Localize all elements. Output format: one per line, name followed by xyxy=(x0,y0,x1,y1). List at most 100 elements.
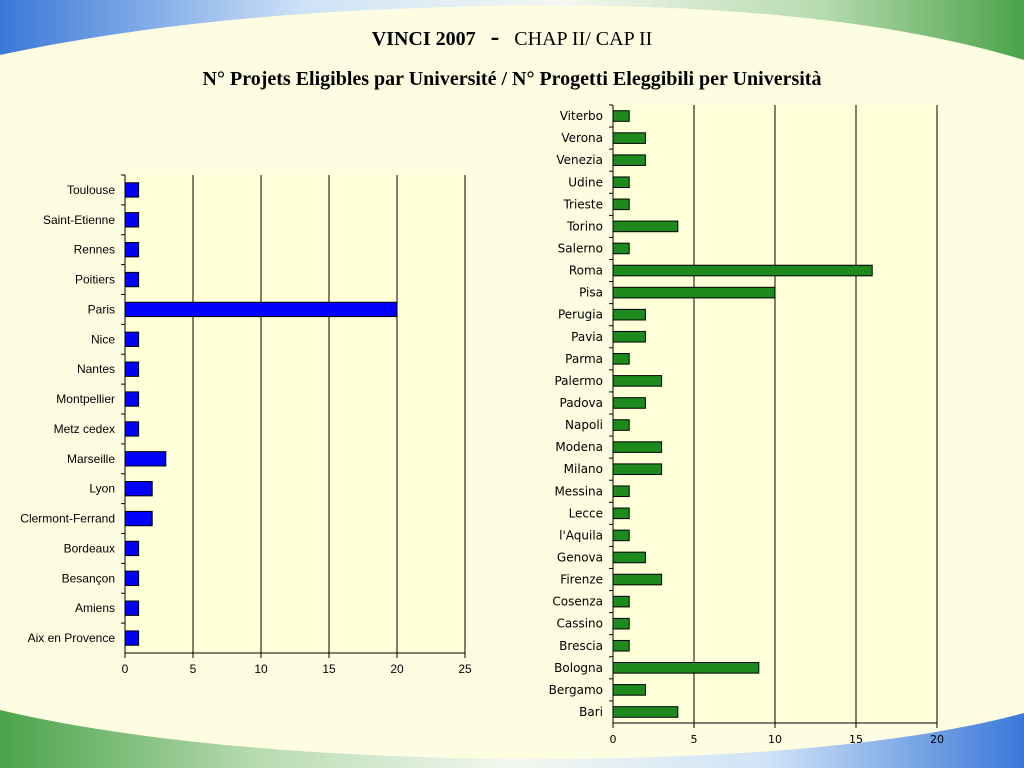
it-bar xyxy=(612,308,646,321)
it-category-label: Napoli xyxy=(565,418,603,432)
it-category-label: Perugia xyxy=(558,308,603,322)
page-title: VINCI 2007 - CHAP II/ CAP II xyxy=(0,22,1024,52)
fr-bar xyxy=(124,301,398,318)
it-category-label: Milano xyxy=(564,462,603,476)
fr-x-tick-label: 10 xyxy=(254,662,268,676)
it-bar xyxy=(612,507,630,520)
fr-plot-area xyxy=(125,175,465,653)
fr-category-label: Montpellier xyxy=(56,392,115,406)
it-category-label: Venezia xyxy=(556,153,603,167)
it-category-label: Cassino xyxy=(556,617,603,631)
fr-bar xyxy=(124,481,153,497)
it-category-label: Trieste xyxy=(562,197,603,211)
fr-bar xyxy=(124,182,140,198)
fr-x-tick-label: 5 xyxy=(190,662,197,676)
it-category-label: Padova xyxy=(560,396,603,410)
it-bar xyxy=(612,132,646,144)
it-category-label: Bergamo xyxy=(549,683,603,697)
it-bar xyxy=(612,706,679,718)
fr-category-label: Nice xyxy=(91,332,115,346)
it-bar xyxy=(612,176,630,189)
fr-bar xyxy=(124,212,140,228)
it-bar xyxy=(612,110,630,122)
france-bar-chart: 0 5 10 15 20 25 Toulouse Saint-Etienne Rennes Poi… xyxy=(20,174,472,676)
fr-category-label: Bordeaux xyxy=(64,541,115,555)
top-wave-decoration xyxy=(0,0,1024,60)
fr-bar xyxy=(124,361,140,377)
it-category-label: Messina xyxy=(554,484,603,498)
it-bar xyxy=(612,595,630,608)
it-bar xyxy=(612,286,776,299)
fr-category-label: Aix en Provence xyxy=(28,631,116,645)
it-bar xyxy=(612,684,646,696)
it-category-label: Brescia xyxy=(559,639,603,653)
it-bar xyxy=(612,220,679,233)
fr-bar xyxy=(124,510,153,527)
it-x-tick-label: 5 xyxy=(691,733,698,746)
it-category-label: Udine xyxy=(568,175,603,189)
fr-bar xyxy=(124,391,140,407)
it-bar xyxy=(612,463,663,475)
it-bar xyxy=(612,397,646,409)
fr-bar xyxy=(124,600,140,616)
it-bar xyxy=(612,485,630,498)
fr-category-label: Amiens xyxy=(75,601,115,615)
fr-bar xyxy=(124,451,167,467)
it-category-label: Lecce xyxy=(569,506,603,520)
it-bar xyxy=(612,551,646,564)
it-category-label: Modena xyxy=(555,440,603,454)
fr-x-tick-label: 25 xyxy=(458,662,472,676)
it-category-label: Palermo xyxy=(554,374,603,388)
title-rest: CHAP II/ CAP II xyxy=(514,28,653,50)
it-bar xyxy=(612,353,630,365)
it-category-label: Roma xyxy=(569,264,603,278)
it-bar xyxy=(612,154,646,166)
title-dash: - xyxy=(490,22,500,51)
fr-bar xyxy=(124,630,140,646)
fr-bar xyxy=(124,421,140,437)
fr-x-tick-label: 0 xyxy=(122,662,129,676)
it-category-label: Torino xyxy=(566,219,603,233)
fr-category-label: Toulouse xyxy=(67,183,115,197)
it-bar xyxy=(612,529,630,542)
fr-category-label: Metz cedex xyxy=(54,422,115,436)
fr-x-tick-label: 20 xyxy=(390,662,404,676)
it-category-label: l'Aquila xyxy=(559,528,603,542)
fr-x-tick-label: 15 xyxy=(322,662,336,676)
title-bold: VINCI 2007 xyxy=(371,28,476,50)
it-category-label: Bologna xyxy=(554,661,603,675)
it-x-tick-label: 0 xyxy=(610,733,617,746)
it-x-tick-label: 15 xyxy=(849,733,863,746)
bottom-wave-decoration xyxy=(0,710,1024,768)
fr-category-label: Rennes xyxy=(74,243,115,257)
it-category-label: Cosenza xyxy=(552,595,603,609)
fr-bar xyxy=(124,331,140,347)
it-bar xyxy=(612,198,630,211)
fr-category-label: Saint-Etienne xyxy=(43,213,115,227)
it-bar xyxy=(612,573,663,586)
fr-category-label: Poitiers xyxy=(75,273,115,287)
it-category-label: Viterbo xyxy=(560,109,603,123)
it-category-label: Bari xyxy=(579,705,603,719)
it-x-tick-label: 10 xyxy=(768,733,782,746)
it-bar xyxy=(612,264,873,277)
fr-bar xyxy=(124,242,140,258)
it-bar xyxy=(612,617,630,630)
it-category-label: Parma xyxy=(565,352,603,366)
fr-category-label: Nantes xyxy=(77,362,115,376)
it-category-label: Firenze xyxy=(560,573,603,587)
it-x-tick-label: 20 xyxy=(930,733,944,746)
fr-category-label: Paris xyxy=(88,302,115,316)
it-category-label: Genova xyxy=(557,550,603,564)
it-bar xyxy=(612,330,646,343)
page-subtitle: N° Projets Eligibles par Université / N°… xyxy=(202,68,822,90)
it-category-label: Verona xyxy=(561,131,603,145)
fr-bar xyxy=(124,570,140,586)
italy-bar-chart: 0 5 10 15 20 Viterbo Verona Venezia Udine Trieste… xyxy=(549,104,944,746)
it-bar xyxy=(612,242,630,255)
it-bar xyxy=(612,639,630,652)
fr-category-label: Besançon xyxy=(62,571,115,585)
fr-category-label: Lyon xyxy=(89,482,115,496)
fr-bar xyxy=(124,271,140,288)
fr-category-label: Clermont-Ferrand xyxy=(20,512,115,526)
